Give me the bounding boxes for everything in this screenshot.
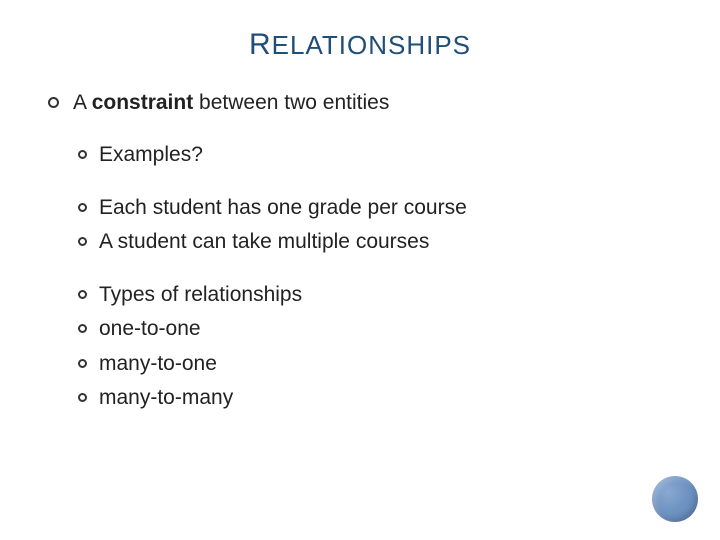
constraint-prefix: A xyxy=(73,91,92,114)
bullet-types-header: Types of relationships xyxy=(78,280,672,310)
bullet-example-2: A student can take multiple courses xyxy=(78,227,672,257)
type-1-text: one-to-one xyxy=(99,314,201,344)
bullet-icon xyxy=(78,150,87,159)
bullet-icon xyxy=(78,359,87,368)
bullet-constraint: A constraint between two entities xyxy=(48,88,672,118)
accent-circle-icon xyxy=(652,476,698,522)
example-1-text: Each student has one grade per course xyxy=(99,193,467,223)
bullet-type-1: one-to-one xyxy=(78,314,672,344)
type-2-text: many-to-one xyxy=(99,349,217,379)
title-rest: ELATIONSHIPS xyxy=(272,30,471,60)
bullet-icon xyxy=(78,324,87,333)
bullet-example-1: Each student has one grade per course xyxy=(78,193,672,223)
bullet-type-3: many-to-many xyxy=(78,383,672,413)
constraint-bold: constraint xyxy=(92,91,194,114)
type-3-text: many-to-many xyxy=(99,383,233,413)
slide-content: A constraint between two entities Exampl… xyxy=(48,88,672,414)
bullet-icon xyxy=(78,237,87,246)
bullet-icon xyxy=(48,97,59,108)
bullet-icon xyxy=(78,290,87,299)
slide-title: RELATIONSHIPS xyxy=(48,28,672,62)
bullet-examples: Examples? xyxy=(78,140,672,170)
examples-label: Examples? xyxy=(99,140,203,170)
constraint-text: A constraint between two entities xyxy=(73,88,389,118)
constraint-suffix: between two entities xyxy=(193,91,389,114)
title-capital: R xyxy=(249,28,272,61)
bullet-icon xyxy=(78,393,87,402)
example-2-text: A student can take multiple courses xyxy=(99,227,429,257)
bullet-icon xyxy=(78,203,87,212)
slide: RELATIONSHIPS A constraint between two e… xyxy=(0,0,720,540)
bullet-type-2: many-to-one xyxy=(78,349,672,379)
types-header-text: Types of relationships xyxy=(99,280,302,310)
